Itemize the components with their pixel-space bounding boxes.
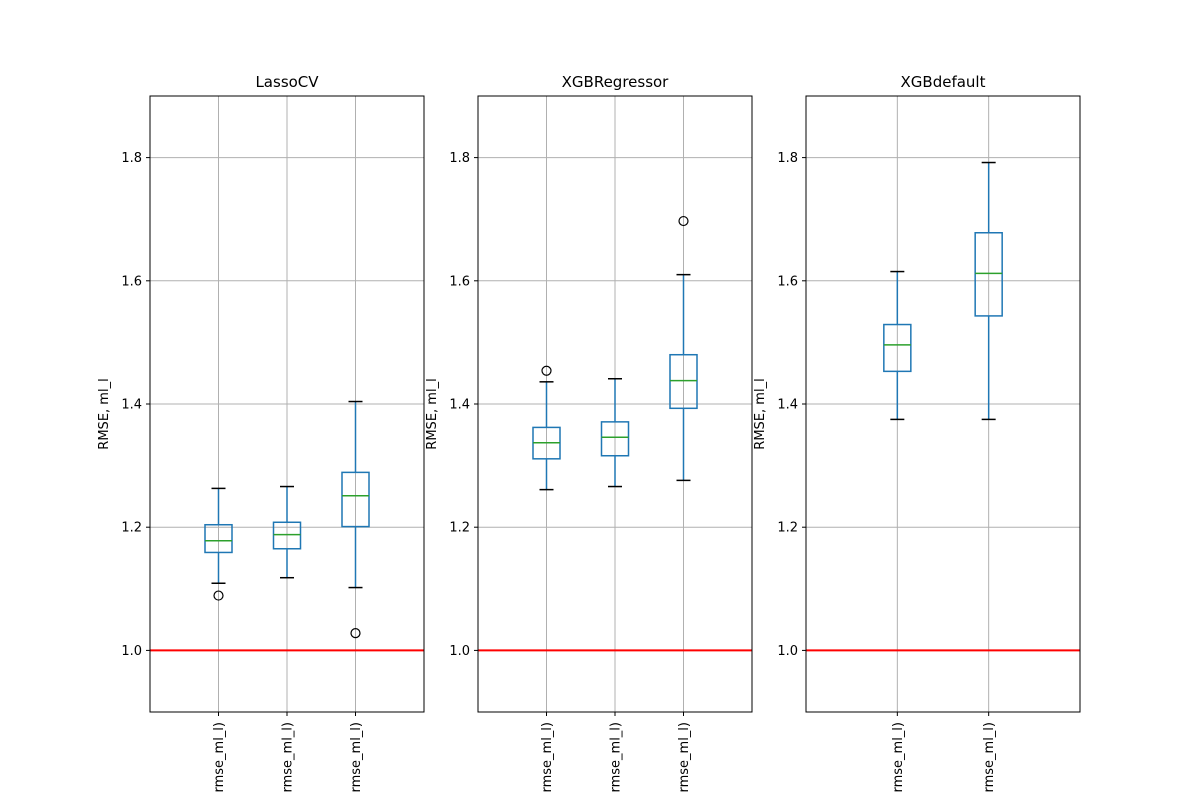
y-tick-label: 1.4	[121, 398, 142, 413]
x-tick-label: rmse_ml_l)	[212, 722, 227, 793]
axes-frame	[477, 95, 753, 713]
box-plot	[974, 161, 1003, 421]
x-tick-label: rmse_ml_l)	[891, 722, 906, 793]
y-tick-label: 1.6	[121, 274, 142, 289]
y-tick-label: 1.4	[449, 398, 470, 413]
x-tick-label: rmse_ml_l)	[349, 722, 364, 793]
y-axis-label: RMSE, ml_l	[425, 378, 440, 449]
box-iqr	[272, 521, 302, 550]
box-iqr	[883, 323, 912, 373]
y-tick-label: 1.8	[121, 151, 142, 166]
box-plot	[600, 377, 630, 488]
box-iqr	[204, 523, 233, 554]
y-tick-label: 1.8	[449, 151, 470, 166]
y-tick-label: 1.2	[777, 521, 798, 536]
subplot-0: 1.0 1.2 1.4 1.6 1.8 rmse_ml_l) rmse_ml_l) rmse_…	[97, 73, 425, 793]
y-tick-label: 1.6	[449, 274, 470, 289]
subplot-title: LassoCV	[255, 73, 319, 91]
box-iqr	[600, 421, 630, 457]
outlier-point	[213, 590, 224, 601]
subplot-title: XGBdefault	[901, 73, 986, 91]
box-iqr	[341, 471, 370, 528]
y-tick-label: 1.0	[777, 644, 798, 659]
outlier-point	[350, 628, 361, 639]
box-plot	[204, 487, 233, 601]
box-plot	[272, 485, 302, 579]
x-tick-label: rmse_ml_l)	[540, 722, 555, 793]
y-tick-label: 1.2	[449, 521, 470, 536]
axes-frame	[805, 95, 1081, 713]
y-tick-label: 1.0	[449, 644, 470, 659]
y-tick-label: 1.4	[777, 398, 798, 413]
axes-frame	[149, 95, 425, 713]
y-tick-label: 1.0	[121, 644, 142, 659]
y-axis-label: RMSE, ml_l	[753, 378, 768, 449]
box-plot	[532, 365, 561, 491]
y-tick-label: 1.6	[777, 274, 798, 289]
subplot-title: XGBRegressor	[562, 73, 670, 91]
outlier-point	[678, 215, 689, 227]
x-tick-label: rmse_ml_l)	[982, 722, 997, 793]
y-tick-label: 1.2	[121, 521, 142, 536]
subplot-1: 1.0 1.2 1.4 1.6 1.8 rmse_ml_l) rmse_ml_l) rmse_…	[425, 73, 753, 793]
x-tick-label: rmse_ml_l)	[677, 722, 692, 793]
box-plot	[883, 270, 912, 421]
box-iqr	[669, 353, 698, 410]
box-iqr	[974, 232, 1003, 317]
x-tick-label: rmse_ml_l)	[281, 722, 296, 793]
outlier-point	[541, 365, 552, 376]
box-plot	[669, 215, 698, 482]
y-axis-label: RMSE, ml_l	[97, 378, 112, 449]
y-tick-label: 1.8	[777, 151, 798, 166]
subplot-2: 1.0 1.2 1.4 1.6 1.8 rmse_ml_l) rmse_ml_l) XGBde…	[753, 73, 1081, 793]
box-plot	[341, 400, 370, 639]
x-tick-label: rmse_ml_l)	[609, 722, 624, 793]
